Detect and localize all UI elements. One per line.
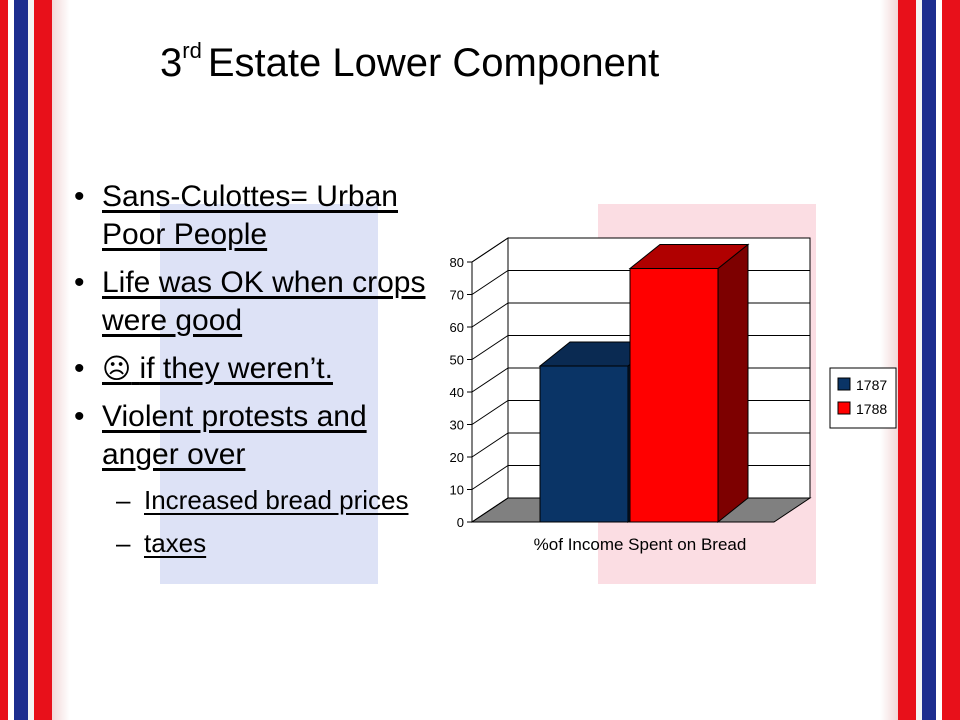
chart-gridline — [471, 237, 810, 263]
bullet-text: Life was OK when crops were good — [102, 266, 426, 337]
frown-face-icon: ☹ — [102, 353, 132, 384]
border-stripe-right-white-2 — [916, 0, 922, 720]
bullet-text: Violent protests and anger over — [102, 400, 367, 471]
sub-bullet-dash: – — [116, 528, 131, 558]
bullet-dot: • — [74, 266, 85, 299]
bullet-dot: • — [74, 400, 85, 433]
chart-y-tick-label: 80 — [450, 255, 464, 270]
bullet-item-if-not: • ☹ if they weren’t. — [66, 350, 446, 388]
chart-legend-swatch — [837, 401, 851, 415]
bullet-text: if they weren’t. — [139, 352, 333, 385]
chart-bar-side — [717, 243, 749, 524]
bullet-dot: • — [74, 352, 85, 385]
chart-legend-swatch — [837, 377, 851, 391]
sub-bullet-text: Increased bread prices — [144, 485, 409, 515]
border-stripe-right-red — [942, 0, 960, 720]
border-stripe-left-red — [0, 0, 8, 720]
border-stripe-left-red-2 — [34, 0, 52, 720]
border-stripe-left-blue — [14, 0, 28, 720]
slide-title: 3rd Estate Lower Component — [160, 38, 659, 86]
border-stripe-right-red-2 — [898, 0, 916, 720]
bullet-item-violent-protests: • Violent protests and anger over — [66, 398, 446, 474]
title-superscript: rd — [182, 38, 202, 63]
border-stripe-left-fade — [52, 0, 70, 720]
title-prefix: 3 — [160, 41, 183, 85]
sub-bullet-text: taxes — [144, 528, 207, 558]
bullet-item-sans-culottes: • Sans-Culottes= Urban Poor People — [66, 178, 446, 254]
chart-x-axis-label: %of Income Spent on Bread — [534, 535, 747, 554]
chart-y-tick-label: 0 — [457, 515, 464, 530]
border-stripe-left-white — [8, 0, 14, 720]
chart-legend-label: 1787 — [856, 377, 887, 393]
chart-y-tick-label: 20 — [450, 450, 464, 465]
chart-y-tick-label: 60 — [450, 320, 464, 335]
sub-bullet-dash: – — [116, 485, 131, 515]
chart-bar — [629, 268, 719, 523]
border-stripe-right-white — [936, 0, 942, 720]
bullet-item-life-ok: • Life was OK when crops were good — [66, 264, 446, 340]
chart-y-tick-label: 30 — [450, 418, 464, 433]
chart-legend-label: 1788 — [856, 401, 887, 417]
sub-bullet-bread-prices: – Increased bread prices — [66, 484, 446, 517]
chart-bar — [539, 365, 629, 523]
border-stripe-right-fade — [880, 0, 898, 720]
sub-bullet-taxes: – taxes — [66, 527, 446, 560]
chart-y-tick-label: 50 — [450, 353, 464, 368]
bullet-text-wrap: ☹ if they weren’t. — [102, 352, 333, 385]
bread-income-chart: 0 10 20 30 40 50 60 70 80 %of Income Spent on Bre… — [450, 237, 897, 554]
title-text: Estate Lower Component — [207, 41, 660, 85]
bullet-list: • Sans-Culottes= Urban Poor People • Lif… — [66, 178, 446, 570]
background-panel-blue — [160, 204, 378, 584]
border-stripe-right-blue — [922, 0, 936, 720]
bullet-text: Sans-Culottes= Urban Poor People — [102, 180, 398, 251]
chart-y-tick-label: 70 — [450, 288, 464, 303]
chart-y-tick-label: 40 — [450, 385, 464, 400]
border-stripe-left-white-2 — [28, 0, 34, 720]
bullet-dot: • — [74, 180, 85, 213]
chart-y-tick-label: 10 — [450, 483, 464, 498]
